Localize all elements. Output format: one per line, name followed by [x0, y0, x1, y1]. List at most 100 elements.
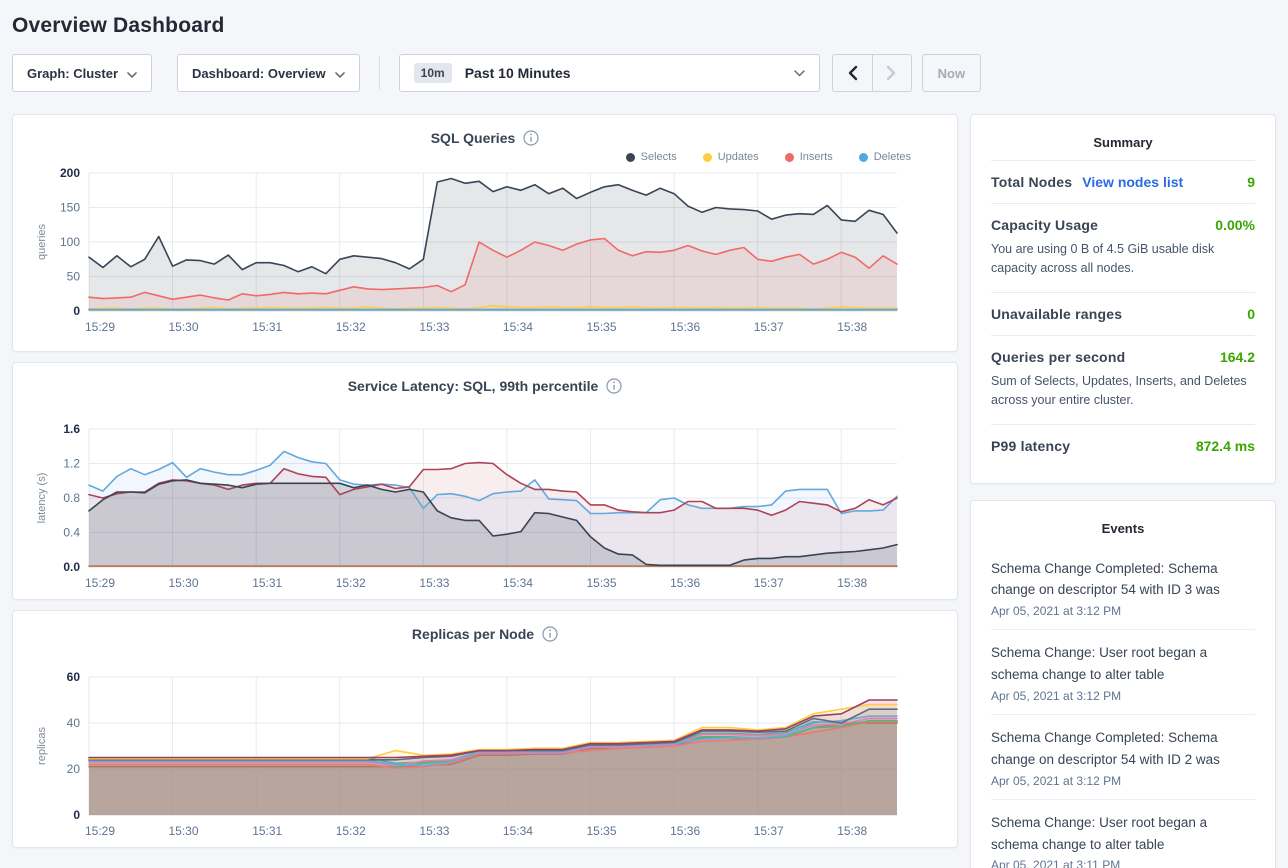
svg-text:15:32: 15:32: [336, 576, 366, 590]
legend-dot: [625, 152, 635, 162]
total-nodes-value: 9: [1247, 174, 1255, 190]
svg-text:15:30: 15:30: [169, 824, 199, 838]
time-range-badge: 10m: [413, 63, 452, 83]
queries-per-second-label: Queries per second: [991, 348, 1126, 365]
legend-item[interactable]: Inserts: [784, 149, 833, 165]
chart-legend: Selects Updates Inserts Deletes: [29, 149, 911, 165]
event-timestamp: Apr 05, 2021 at 3:12 PM: [991, 688, 1122, 703]
svg-text:15:38: 15:38: [837, 824, 867, 838]
svg-text:0: 0: [73, 304, 80, 318]
p99-latency-value: 872.4 ms: [1195, 437, 1255, 454]
capacity-usage-value: 0.00%: [1215, 217, 1255, 233]
svg-text:15:36: 15:36: [670, 320, 700, 334]
event-timestamp: Apr 05, 2021 at 3:11 PM: [991, 858, 1121, 868]
sidebar: Summary Total Nodes View nodes list 9 Ca…: [970, 114, 1276, 868]
svg-text:15:32: 15:32: [336, 320, 366, 334]
graph-dropdown[interactable]: Graph: Cluster: [12, 54, 153, 92]
svg-text:150: 150: [60, 201, 80, 215]
total-nodes-label: Total Nodes: [991, 174, 1073, 190]
event-text[interactable]: Schema Change: User root began a schema …: [991, 814, 1208, 852]
view-nodes-list-link[interactable]: View nodes list: [1082, 174, 1184, 190]
event-text[interactable]: Schema Change: User root began a schema …: [991, 645, 1208, 683]
svg-text:15:32: 15:32: [336, 824, 366, 838]
time-back-button[interactable]: [833, 55, 872, 91]
p99-latency-label: P99 latency: [991, 437, 1071, 454]
svg-text:0.0: 0.0: [63, 560, 80, 574]
info-icon[interactable]: [542, 626, 558, 642]
svg-text:latency (s): latency (s): [36, 473, 48, 524]
svg-text:15:31: 15:31: [252, 824, 282, 838]
svg-text:15:29: 15:29: [85, 320, 115, 334]
info-icon[interactable]: [523, 130, 539, 146]
chevron-down-icon: [127, 66, 137, 81]
time-range-picker[interactable]: 10m Past 10 Minutes: [398, 54, 820, 92]
queries-per-second-value: 164.2: [1219, 348, 1255, 365]
svg-text:15:34: 15:34: [503, 824, 533, 838]
toolbar: Graph: Cluster Dashboard: Overview 10m P…: [12, 54, 1276, 92]
legend-item[interactable]: Updates: [702, 149, 759, 165]
service-latency-chart[interactable]: 0.0 0.4 0.8 1.2 1.6 15:29 15:30 15:31 15:32 15:33…: [29, 421, 943, 600]
svg-text:15:38: 15:38: [837, 576, 867, 590]
svg-text:15:38: 15:38: [837, 320, 867, 334]
svg-text:0: 0: [73, 808, 80, 822]
unavailable-ranges-value: 0: [1247, 305, 1255, 322]
event-text[interactable]: Schema Change Completed: Schema change o…: [991, 560, 1220, 598]
svg-text:50: 50: [67, 270, 81, 284]
event-timestamp: Apr 05, 2021 at 3:12 PM: [991, 604, 1122, 619]
svg-text:15:36: 15:36: [670, 824, 700, 838]
replicas-per-node-chart[interactable]: 0 20 40 60 15:29 15:30 15:31 15:32 15:33 15:34 15:…: [29, 669, 943, 848]
info-icon[interactable]: [606, 378, 622, 394]
page-title: Overview Dashboard: [12, 14, 225, 37]
svg-text:15:30: 15:30: [169, 320, 199, 334]
svg-text:15:37: 15:37: [754, 320, 784, 334]
svg-text:15:33: 15:33: [419, 576, 449, 590]
legend-item[interactable]: Selects: [625, 149, 677, 165]
events-heading: Events: [1101, 520, 1145, 536]
svg-text:replicas: replicas: [36, 727, 48, 765]
svg-text:15:35: 15:35: [587, 824, 617, 838]
dashboard-dropdown[interactable]: Dashboard: Overview: [177, 54, 360, 92]
svg-text:15:34: 15:34: [503, 320, 533, 334]
svg-text:15:33: 15:33: [419, 320, 449, 334]
event-timestamp: Apr 05, 2021 at 3:12 PM: [991, 773, 1122, 788]
event-item: Schema Change: User root began a schema …: [991, 800, 1255, 868]
toolbar-divider: [378, 56, 380, 90]
svg-text:15:36: 15:36: [670, 576, 700, 590]
legend-dot: [784, 152, 794, 162]
legend-item[interactable]: Deletes: [858, 149, 911, 165]
svg-text:200: 200: [60, 166, 80, 180]
event-item: Schema Change Completed: Schema change o…: [991, 546, 1255, 631]
svg-text:15:35: 15:35: [587, 576, 617, 590]
sql-queries-card: SQL Queries Selects Updates Inserts Deletes…: [12, 114, 958, 352]
svg-text:15:30: 15:30: [169, 576, 199, 590]
summary-panel: Summary Total Nodes View nodes list 9 Ca…: [970, 114, 1276, 484]
legend-dot: [702, 152, 712, 162]
svg-text:15:34: 15:34: [503, 576, 533, 590]
event-item: Schema Change: User root began a schema …: [991, 630, 1255, 715]
sql-queries-chart[interactable]: 0 50 100 150 200 15:29 15:30 15:31 15:32 15:33 15:…: [29, 165, 943, 344]
svg-text:15:35: 15:35: [587, 320, 617, 334]
time-forward-button[interactable]: [871, 55, 911, 91]
main-content: SQL Queries Selects Updates Inserts Deletes…: [12, 114, 1276, 868]
event-text[interactable]: Schema Change Completed: Schema change o…: [991, 729, 1220, 767]
chevron-right-icon: [886, 65, 896, 81]
summary-row-queries-per-second: Queries per second 164.2 Sum of Selects,…: [991, 334, 1255, 424]
svg-text:100: 100: [60, 235, 80, 249]
svg-text:15:29: 15:29: [85, 824, 115, 838]
chart-title: Service Latency: SQL, 99th percentile: [347, 378, 599, 394]
events-panel: Events Schema Change Completed: Schema c…: [970, 499, 1276, 868]
chart-title: Replicas per Node: [411, 626, 535, 642]
chart-title: SQL Queries: [430, 130, 516, 146]
now-button[interactable]: Now: [921, 54, 982, 92]
event-item: Schema Change Completed: Schema change o…: [991, 715, 1255, 800]
chevron-down-icon: [334, 66, 345, 81]
dashboard-dropdown-label: Dashboard: Overview: [192, 65, 326, 81]
charts-column: SQL Queries Selects Updates Inserts Deletes…: [12, 114, 958, 858]
unavailable-ranges-label: Unavailable ranges: [991, 305, 1123, 322]
summary-row-capacity-usage: Capacity Usage 0.00% You are using 0 B o…: [991, 203, 1255, 292]
chevron-left-icon: [848, 65, 857, 81]
replicas-per-node-card: Replicas per Node 0 20 40 60 15:29 15:30 15:31…: [12, 610, 958, 848]
capacity-usage-label: Capacity Usage: [991, 217, 1099, 233]
legend-dot: [858, 152, 868, 162]
